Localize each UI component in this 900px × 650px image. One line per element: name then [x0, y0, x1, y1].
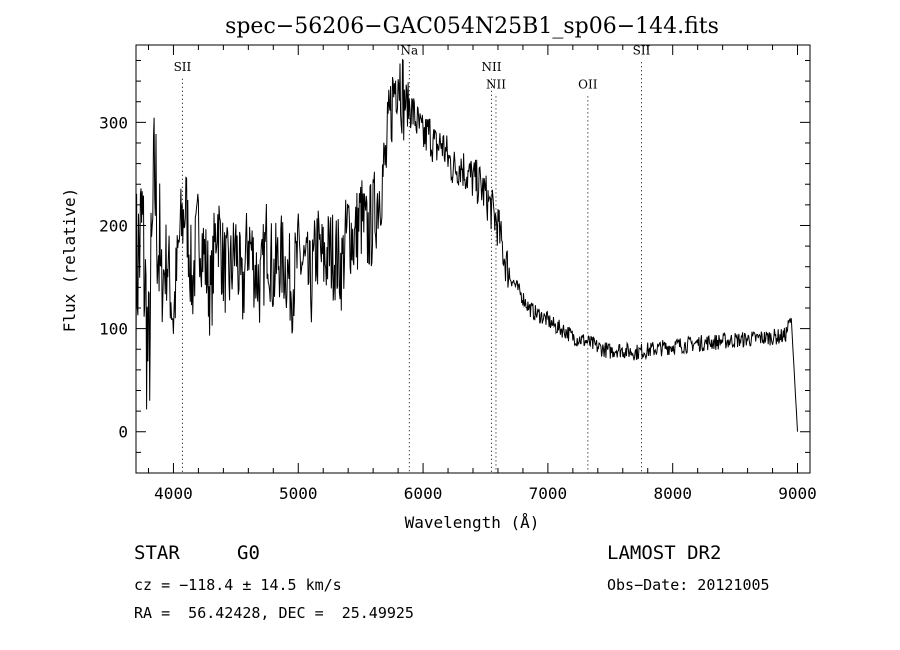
y-axis-label: Flux (relative) — [60, 188, 79, 333]
spectrum-series-line — [135, 58, 798, 432]
observation-date: Obs−Date: 20121005 — [607, 576, 770, 594]
x-axis-label: Wavelength (Å) — [405, 513, 540, 532]
y-tick-label: 0 — [118, 423, 128, 442]
x-tick-label: 6000 — [404, 484, 443, 503]
x-axis-ticks: 4000 5000 6000 7000 8000 9000 — [147, 45, 817, 503]
emission-line-label: NII — [481, 60, 501, 74]
emission-line-label: NII — [486, 77, 506, 91]
x-tick-label: 9000 — [778, 484, 817, 503]
x-tick-label: 8000 — [653, 484, 692, 503]
y-tick-label: 100 — [99, 320, 128, 339]
sky-coordinates: RA = 56.42428, DEC = 25.49925 — [134, 604, 414, 622]
y-tick-label: 200 — [99, 216, 128, 235]
x-tick-label: 5000 — [279, 484, 318, 503]
emission-line-label: SII — [633, 43, 651, 57]
y-tick-label: 300 — [99, 113, 128, 132]
chart-title: spec−56206−GAC054N25B1_sp06−144.fits — [225, 14, 719, 39]
x-tick-label: 7000 — [529, 484, 568, 503]
emission-line-label: SII — [174, 60, 192, 74]
object-subclass: G0 — [237, 542, 260, 564]
emission-line-label: Na — [401, 43, 419, 57]
emission-lines: SII Na NII NII OII SII — [174, 43, 651, 473]
redshift-velocity: cz = −118.4 ± 14.5 km/s — [134, 576, 342, 594]
x-tick-label: 4000 — [154, 484, 193, 503]
survey-name: LAMOST DR2 — [607, 542, 722, 564]
y-axis-ticks: 0 100 200 300 — [99, 59, 810, 453]
object-class: STAR — [134, 542, 180, 564]
emission-line-label: OII — [578, 77, 598, 91]
